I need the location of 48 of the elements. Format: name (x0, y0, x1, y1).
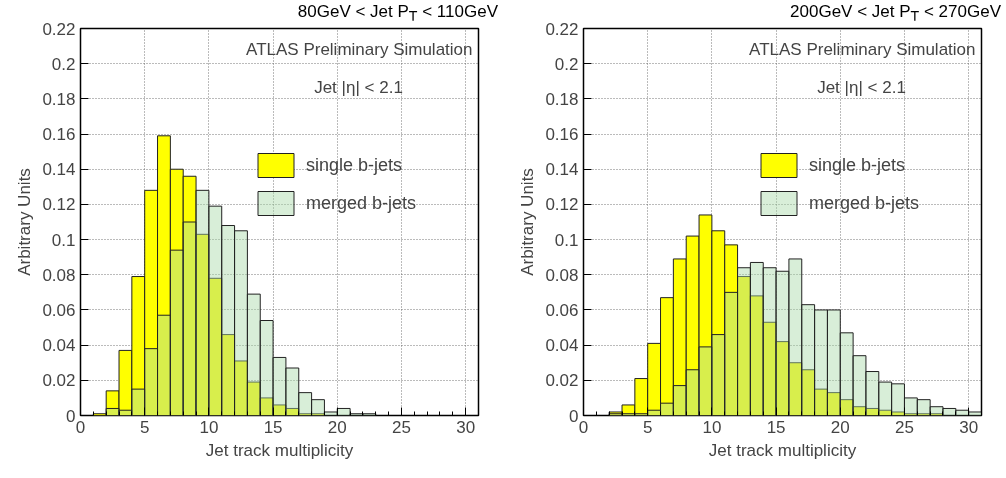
y-tick-label: 0.2 (51, 54, 76, 74)
x-tick-label: 5 (642, 417, 653, 437)
x-tick-label: 15 (766, 417, 786, 437)
annotation: Jet |η| < 2.1 (817, 77, 906, 97)
y-tick-label: 0.08 (545, 265, 579, 285)
annotation: ATLAS Preliminary Simulation (749, 39, 976, 59)
x-tick-label: 15 (263, 417, 283, 437)
annotation: ATLAS Preliminary Simulation (246, 39, 473, 59)
x-axis-title: Jet track multiplicity (205, 440, 354, 460)
x-tick-label: 25 (895, 417, 914, 437)
y-axis-title: Arbitrary Units (15, 168, 35, 276)
y-axis-title: Arbitrary Units (518, 168, 538, 276)
legend-label: single b-jets (306, 154, 403, 176)
y-tick-label: 0.1 (554, 230, 579, 250)
annotation: Jet |η| < 2.1 (314, 77, 403, 97)
x-tick-label: 30 (959, 417, 979, 437)
y-tick-label: 0.1 (51, 230, 76, 250)
y-tick-label: 0.04 (545, 336, 579, 356)
y-tick-label: 0.06 (545, 300, 579, 320)
y-tick-label: 0.2 (554, 54, 579, 74)
x-tick-label: 10 (199, 417, 219, 437)
y-tick-label: 0.14 (545, 160, 579, 180)
y-tick-label: 0.12 (42, 195, 76, 215)
y-tick-label: 0.04 (42, 336, 76, 356)
y-tick-label: 0.16 (545, 125, 579, 145)
y-tick-label: 0.18 (545, 89, 579, 109)
y-tick-label: 0.12 (545, 195, 579, 215)
y-tick-label: 0.22 (545, 19, 579, 39)
x-tick-label: 20 (327, 417, 347, 437)
y-tick-label: 0.06 (42, 300, 76, 320)
y-tick-label: 0.02 (42, 371, 76, 391)
x-tick-label: 5 (139, 417, 150, 437)
chart-title: 80GeV < Jet P$_{T}$ < 110GeV (297, 2, 498, 25)
y-tick-label: 0.08 (42, 265, 76, 285)
legend-label: merged b-jets (809, 192, 920, 214)
y-tick-label: 0.16 (42, 125, 76, 145)
x-tick-label: 30 (456, 417, 476, 437)
y-tick-label: 0.02 (545, 371, 579, 391)
y-tick-label: 0.22 (42, 19, 76, 39)
x-tick-label: 10 (702, 417, 722, 437)
y-tick-label: 0.14 (42, 160, 76, 180)
legend-label: merged b-jets (306, 192, 417, 214)
x-tick-label: 20 (830, 417, 850, 437)
y-tick-label: 0.18 (42, 89, 76, 109)
x-tick-label: 25 (392, 417, 411, 437)
x-axis-title: Jet track multiplicity (708, 440, 857, 460)
chart-title: 200GeV < Jet P$_{T}$ < 270GeV (790, 2, 1001, 25)
legend-label: single b-jets (809, 154, 906, 176)
